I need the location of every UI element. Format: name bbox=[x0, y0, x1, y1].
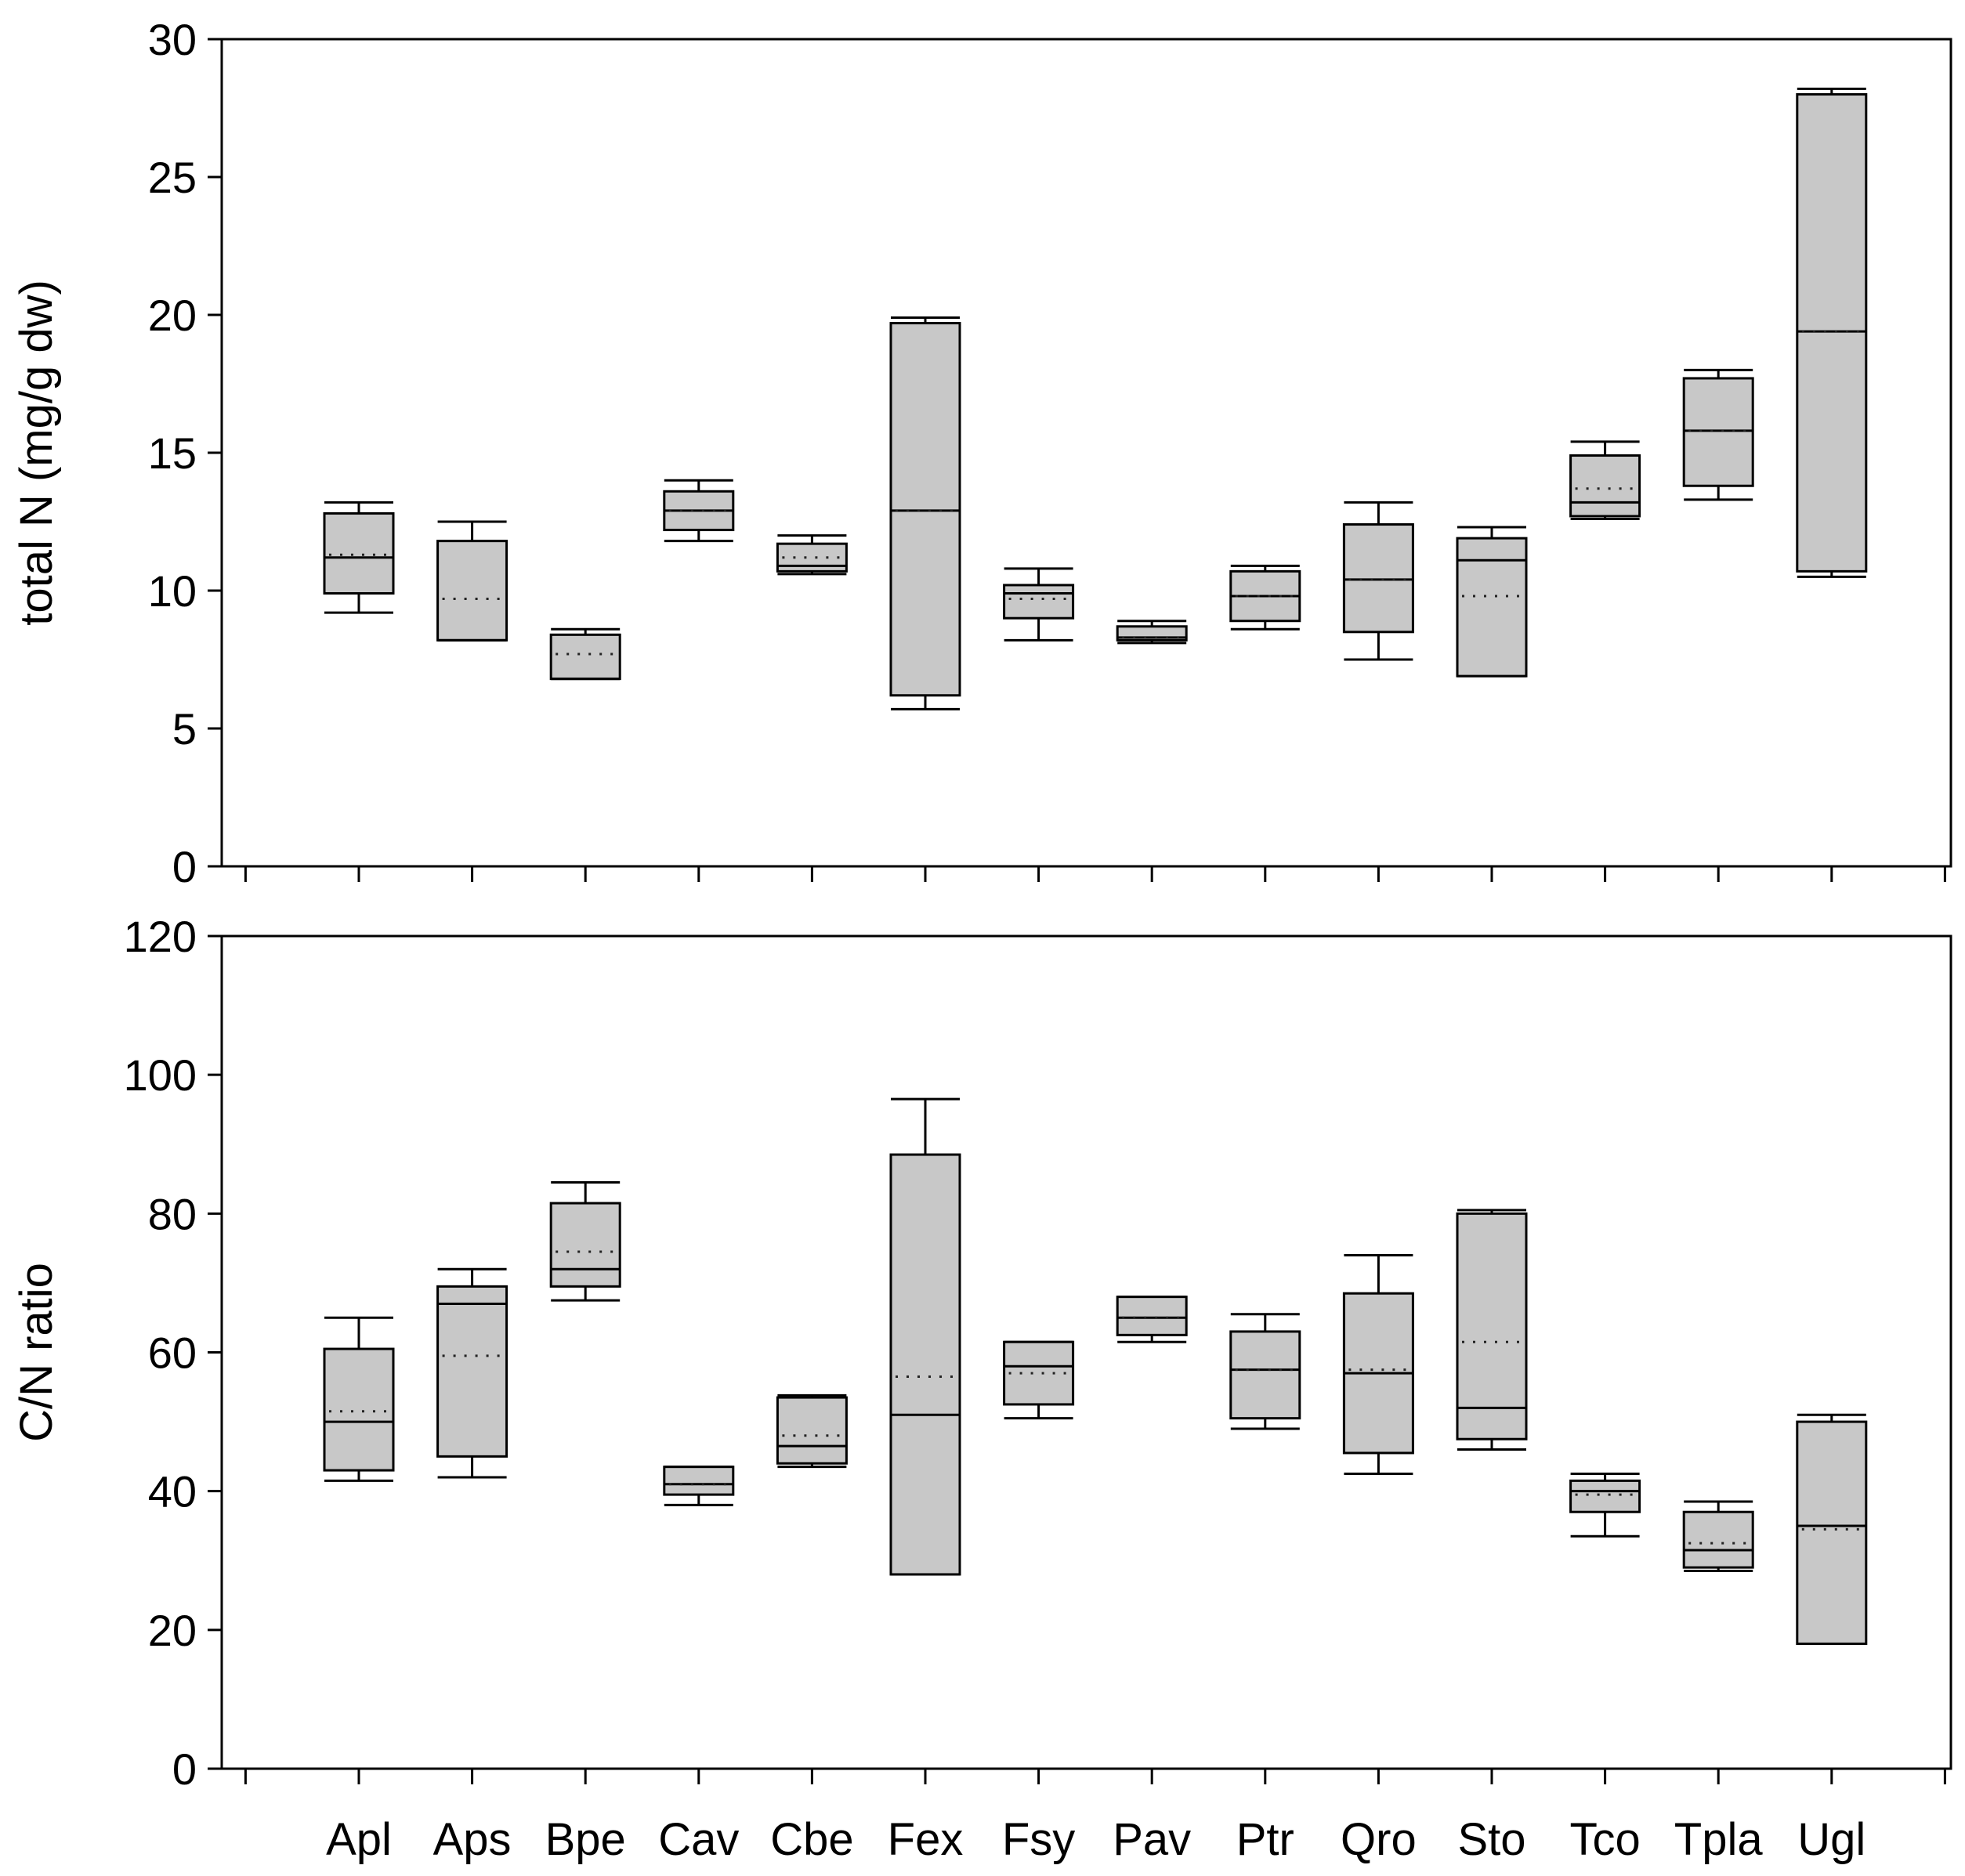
total-n-panel: 0 5 10 15 20 25 30 total N (mg/g dw) bbox=[11, 15, 1952, 891]
x-category-label: Tco bbox=[1569, 1814, 1640, 1865]
box-iqr bbox=[663, 1466, 735, 1496]
box-iqr bbox=[1229, 1330, 1301, 1420]
box-iqr bbox=[1569, 454, 1641, 518]
box-iqr bbox=[1116, 1296, 1188, 1336]
x-category-label: Fex bbox=[888, 1814, 964, 1865]
box-aps bbox=[436, 1267, 508, 1479]
y-tick-label: 25 bbox=[148, 153, 197, 202]
box-sto bbox=[1456, 1209, 1528, 1451]
box-iqr bbox=[1456, 537, 1528, 678]
x-category-label: Bpe bbox=[545, 1814, 626, 1865]
box-iqr bbox=[1796, 1420, 1868, 1646]
x-category-label: Qro bbox=[1341, 1814, 1417, 1865]
box-fex bbox=[889, 1097, 961, 1576]
box-iqr bbox=[1003, 1340, 1075, 1406]
box-iqr bbox=[776, 1396, 848, 1465]
box-iqr bbox=[323, 1347, 395, 1472]
box-fsy bbox=[1003, 1340, 1075, 1420]
box-iqr bbox=[1456, 1212, 1528, 1440]
box-bpe bbox=[549, 627, 621, 681]
y-tick-label: 20 bbox=[148, 291, 197, 340]
y-tick-label: 0 bbox=[172, 842, 197, 891]
box-ptr bbox=[1229, 1313, 1301, 1430]
box-iqr bbox=[889, 322, 961, 697]
y-tick-label: 20 bbox=[148, 1606, 197, 1655]
box-iqr bbox=[436, 1285, 508, 1458]
box-qro bbox=[1342, 1253, 1414, 1476]
y-axis-title: total N (mg/g dw) bbox=[11, 280, 62, 626]
box-ugl bbox=[1796, 87, 1868, 578]
box-apl bbox=[323, 1316, 395, 1482]
box-tpla bbox=[1682, 1500, 1754, 1573]
box-iqr bbox=[549, 1202, 621, 1288]
box-ugl bbox=[1796, 1413, 1868, 1646]
y-tick-label: 30 bbox=[148, 15, 197, 64]
box-cbe bbox=[776, 534, 848, 576]
y-axis-title: C/N ratio bbox=[11, 1263, 62, 1442]
box-iqr bbox=[1342, 523, 1414, 634]
y-tick-label: 60 bbox=[148, 1328, 197, 1378]
box-pav bbox=[1116, 620, 1188, 645]
y-tick-label: 120 bbox=[124, 912, 197, 961]
y-tick-label: 0 bbox=[172, 1744, 197, 1794]
box-iqr bbox=[549, 633, 621, 681]
box-iqr bbox=[323, 511, 395, 595]
box-cav bbox=[663, 479, 735, 543]
y-tick-label: 80 bbox=[148, 1189, 197, 1238]
box-iqr bbox=[889, 1153, 961, 1576]
box-tpla bbox=[1682, 368, 1754, 501]
box-iqr bbox=[1682, 1510, 1754, 1569]
box-aps bbox=[436, 520, 508, 642]
x-category-label: Tpla bbox=[1674, 1814, 1764, 1865]
x-category-label: Aps bbox=[433, 1814, 512, 1865]
box-iqr bbox=[1569, 1479, 1641, 1513]
box-pav bbox=[1116, 1296, 1188, 1343]
box-iqr bbox=[1003, 584, 1075, 620]
box-apl bbox=[323, 501, 395, 614]
y-tick-label: 15 bbox=[148, 428, 197, 478]
x-category-label: Apl bbox=[326, 1814, 392, 1865]
y-tick-label: 5 bbox=[172, 704, 197, 754]
box-cav bbox=[663, 1466, 735, 1506]
x-category-label: Ugl bbox=[1797, 1814, 1865, 1865]
x-category-label: Cav bbox=[658, 1814, 739, 1865]
box-iqr bbox=[1682, 377, 1754, 487]
box-sto bbox=[1456, 526, 1528, 678]
box-ptr bbox=[1229, 564, 1301, 631]
y-tick-label: 100 bbox=[124, 1050, 197, 1100]
box-tco bbox=[1569, 440, 1641, 520]
box-fsy bbox=[1003, 567, 1075, 642]
y-tick-label: 10 bbox=[148, 566, 197, 616]
x-category-label: Ptr bbox=[1236, 1814, 1294, 1865]
cn-ratio-panel: 0 20 40 60 80 100 120 C/N ratio Apl Aps Bpe Cav Cbe F… bbox=[11, 912, 1952, 1865]
y-tick-label: 40 bbox=[148, 1467, 197, 1516]
x-category-label: Cbe bbox=[770, 1814, 853, 1865]
box-cbe bbox=[776, 1393, 848, 1469]
x-category-label: Fsy bbox=[1002, 1814, 1075, 1865]
box-iqr bbox=[776, 542, 848, 573]
x-category-label: Sto bbox=[1457, 1814, 1525, 1865]
box-fex bbox=[889, 316, 961, 710]
box-bpe bbox=[549, 1180, 621, 1302]
x-category-label: Pav bbox=[1113, 1814, 1191, 1865]
box-tco bbox=[1569, 1473, 1641, 1538]
box-iqr bbox=[1796, 92, 1868, 573]
box-iqr bbox=[436, 540, 508, 642]
box-qro bbox=[1342, 501, 1414, 661]
